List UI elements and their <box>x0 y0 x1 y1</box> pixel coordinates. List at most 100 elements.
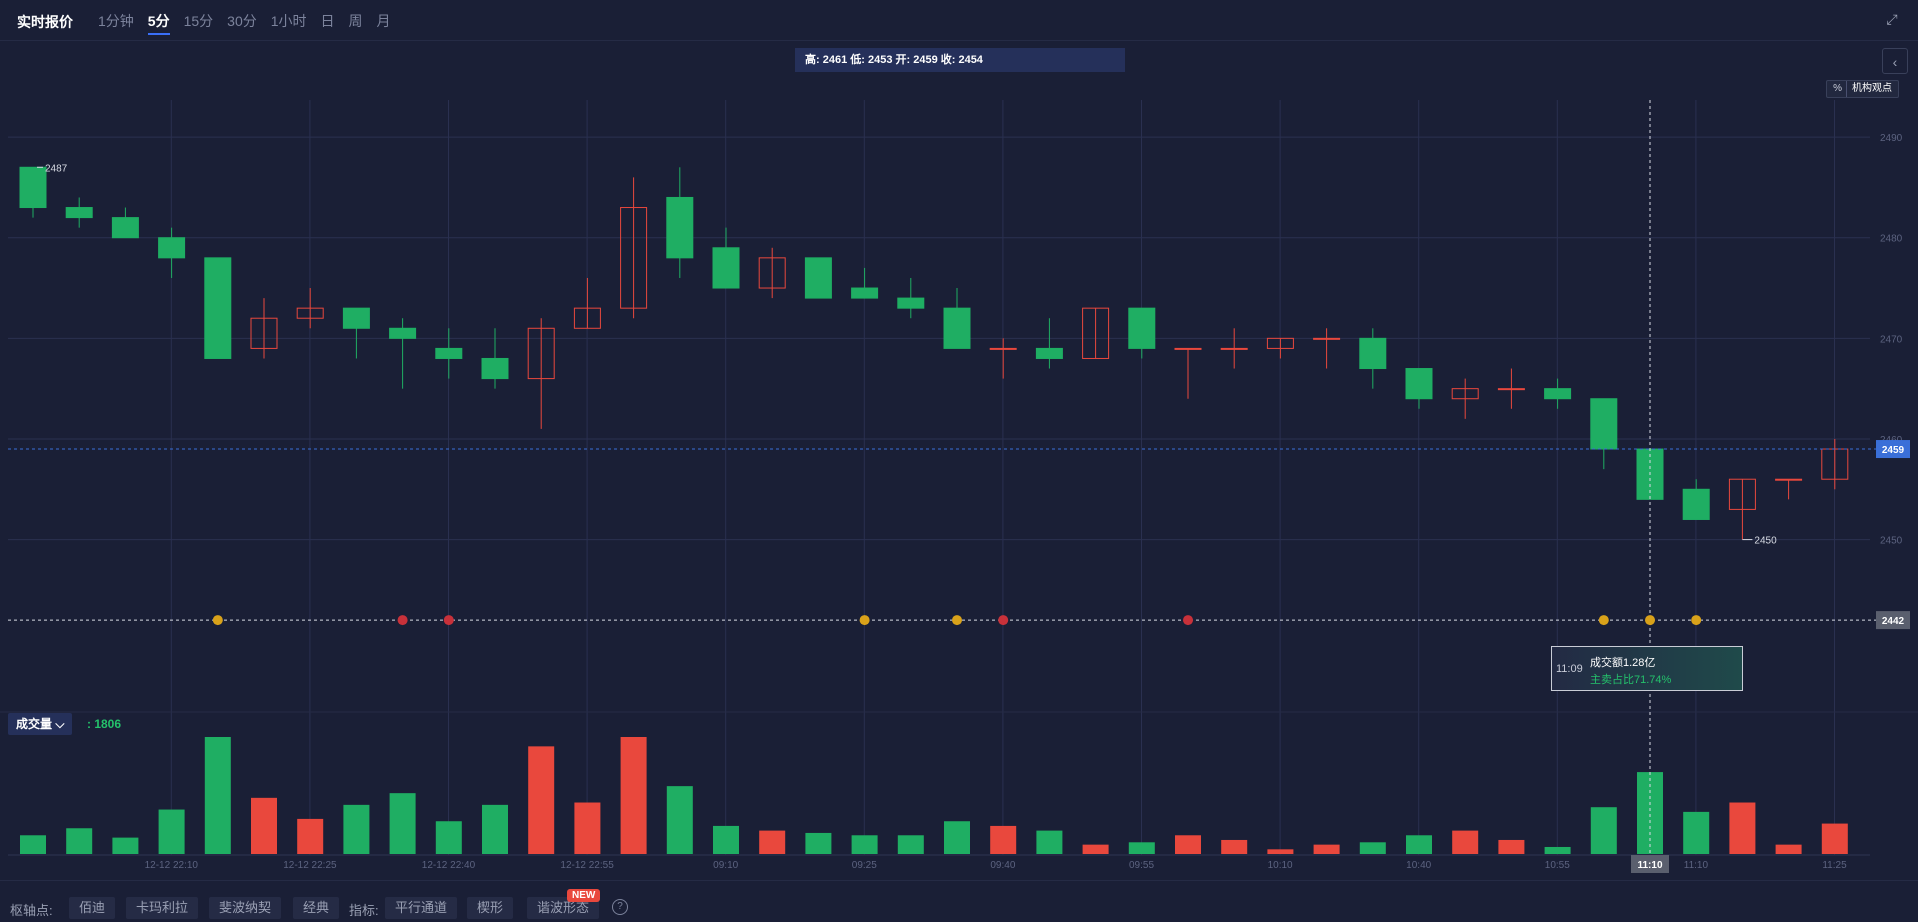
candle-body <box>342 307 370 329</box>
volume-bar <box>1729 802 1756 854</box>
tab-5min[interactable]: 5分 <box>147 11 170 35</box>
y-tick-label: 2480 <box>1880 234 1903 245</box>
volume-bar <box>482 804 508 854</box>
tab-week[interactable]: 周 <box>348 13 363 29</box>
current-price-label: 2459 <box>1882 445 1905 456</box>
volume-tooltip: 11:09 成交额1.28亿 主卖占比71.74% <box>1551 646 1743 691</box>
tab-month[interactable]: 月 <box>376 13 391 29</box>
expand-icon[interactable]: ⤢ <box>1886 11 1898 27</box>
chevron-down-icon: ⌵ <box>55 717 65 731</box>
volume-bar <box>1175 835 1201 854</box>
candle-body <box>204 257 232 359</box>
event-marker-red <box>397 615 408 626</box>
candle-body <box>1590 398 1618 450</box>
event-marker-gold <box>1645 615 1655 626</box>
y-tick-label: 2470 <box>1880 334 1903 345</box>
tooltip-amount: 成交额1.28亿 <box>1590 657 1656 669</box>
event-marker-red <box>1183 615 1193 626</box>
candle-body <box>435 347 463 359</box>
candle-body <box>989 347 1017 350</box>
volume-bar <box>251 797 277 854</box>
x-tick-label: 10:10 <box>1268 860 1293 871</box>
candle-body <box>620 207 648 309</box>
x-tick-label: 12-12 22:40 <box>422 860 476 871</box>
volume-bar <box>1821 823 1848 854</box>
candle-body <box>19 166 47 209</box>
x-tick-label: 10:55 <box>1545 860 1570 871</box>
institution-view-button[interactable]: % 机构观点 <box>1826 80 1899 98</box>
volume-bar <box>297 818 324 854</box>
candle-body <box>1359 337 1387 370</box>
volume-bar <box>1406 835 1432 854</box>
volume-bar <box>1036 830 1063 854</box>
volume-bar <box>1544 846 1571 854</box>
percent-tag: % <box>1833 81 1847 97</box>
x-tick-label: 10:40 <box>1406 860 1431 871</box>
volume-bar <box>1590 807 1617 854</box>
candle-body <box>804 257 832 299</box>
event-marker-gold <box>212 615 223 626</box>
candle-body <box>111 217 139 239</box>
event-marker-red <box>998 615 1009 626</box>
event-marker-gold <box>1691 615 1702 626</box>
volume-bar <box>1683 811 1710 854</box>
cursor-time-marker <box>1631 855 1669 873</box>
volume-bar <box>574 802 601 854</box>
candle-body <box>712 247 740 289</box>
candle-body <box>1728 478 1756 510</box>
tab-day[interactable]: 日 <box>320 13 335 29</box>
bottom-toolbar: 枢轴点: 佰迪 卡玛利拉 斐波纳契 经典 指标: 平行通道 楔形 谐波形态 NE… <box>0 880 1918 922</box>
volume-bar <box>990 825 1017 854</box>
volume-bar <box>805 832 832 854</box>
x-tick-label: 09:10 <box>713 860 738 871</box>
tooltip-ratio: 主卖占比71.74% <box>1590 674 1672 686</box>
volume-bar <box>759 830 786 854</box>
candle-body <box>897 297 925 309</box>
tab-30min[interactable]: 30分 <box>227 13 257 29</box>
volume-bar <box>851 835 878 854</box>
volume-bar <box>435 821 462 854</box>
cursor-time-label: 11:10 <box>1637 860 1662 871</box>
candle-body <box>851 287 879 299</box>
pivot-button[interactable]: 经典 <box>293 897 340 919</box>
volume-bar <box>204 737 231 854</box>
x-tick-label: 12-12 22:25 <box>283 860 337 871</box>
institution-view-label: 机构观点 <box>1852 83 1892 94</box>
pivot-button[interactable]: 佰迪 <box>69 897 116 919</box>
new-badge: NEW <box>567 889 601 902</box>
x-tick-label: 09:40 <box>990 860 1015 871</box>
pivot-button[interactable]: 斐波纳契 <box>209 897 282 919</box>
volume-bar <box>528 746 555 854</box>
candle-body <box>296 307 324 319</box>
tab-1min[interactable]: 1分钟 <box>98 13 134 29</box>
volume-bar <box>66 828 93 854</box>
low-label: 2450 <box>1754 536 1777 547</box>
volume-value: : 1806 <box>87 717 122 731</box>
candle-body <box>1082 307 1110 359</box>
candle-body <box>250 317 278 349</box>
candle-body <box>1544 388 1572 400</box>
current-price-marker <box>1876 440 1910 459</box>
x-tick-label: 11:10 <box>1684 860 1709 871</box>
chevron-left-icon[interactable]: ‹ <box>1882 48 1908 74</box>
volume-selector[interactable]: 成交量 ⌵ <box>8 713 73 735</box>
tab-15min[interactable]: 15分 <box>183 13 214 29</box>
top-bar: 实时报价 1分钟 5分 15分 30分 1小时 日 周 月 ⤢ <box>0 0 1918 41</box>
candle-body <box>1035 347 1063 359</box>
indicator-button[interactable]: 平行通道 <box>385 897 458 919</box>
x-tick-label: 09:55 <box>1129 860 1154 871</box>
help-icon[interactable]: ? <box>612 899 628 915</box>
candle-body <box>666 196 694 259</box>
volume-bar <box>1775 844 1802 854</box>
tab-1hour[interactable]: 1小时 <box>270 13 307 29</box>
volume-bar <box>158 809 185 854</box>
pivot-button[interactable]: 卡玛利拉 <box>126 897 199 919</box>
candle-body <box>573 307 601 329</box>
volume-bar <box>1498 839 1525 854</box>
indicator-button[interactable]: 楔形 <box>467 897 514 919</box>
volume-bar <box>620 737 647 854</box>
y-tick-label: 2490 <box>1880 133 1903 144</box>
tooltip-time: 11:09 <box>1556 663 1583 675</box>
indicator-button[interactable]: 谐波形态 <box>527 897 600 919</box>
